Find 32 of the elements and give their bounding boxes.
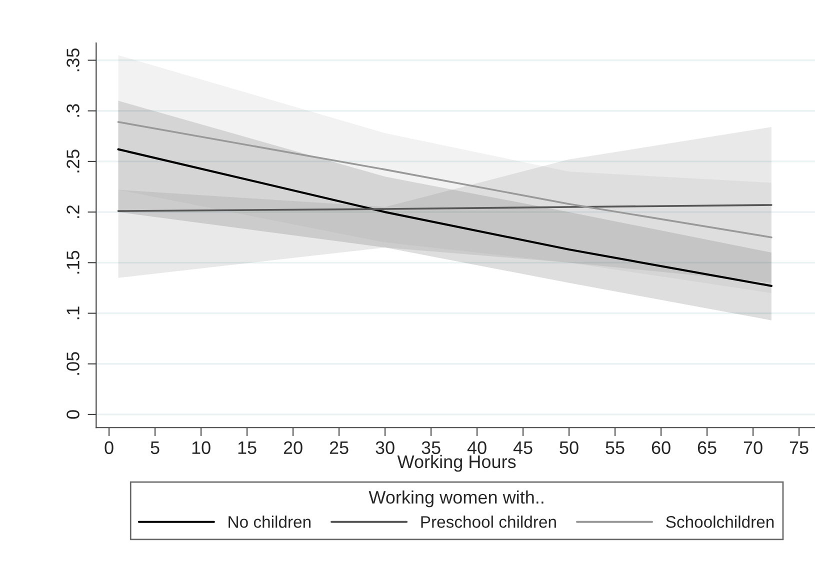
line-series [117,121,772,238]
x-tick-label: 75 [790,441,808,454]
x-tick-label: 45 [513,441,532,454]
x-tick-label: 20 [284,441,302,454]
x-tick-label: 15 [238,441,256,454]
x-tick-label: 60 [652,441,670,454]
x-tick-label: 5 [150,441,160,454]
y-tick-label: .3 [66,104,80,117]
x-tick-label: 30 [376,441,394,454]
x-tick-label: 55 [606,441,624,454]
x-axis-title: Working Hours [397,454,516,472]
y-tick-label: .25 [66,150,80,172]
legend-label: Preschool children [421,516,556,528]
x-tick-label: 50 [560,441,578,454]
x-tick-label: 10 [192,441,210,454]
y-tick-label: .2 [66,205,80,218]
y-tick-label: .15 [66,250,80,274]
x-tick-label: 25 [330,441,348,454]
legend-title: Working women with.. [368,490,544,508]
line-series [117,148,772,287]
x-tick-label: 40 [467,441,486,454]
y-tick-label: .05 [66,352,80,375]
y-tick-label: .35 [66,48,80,72]
x-tick-label: 0 [104,441,114,454]
y-tick-label: 0 [66,410,80,419]
x-tick-label: 35 [422,441,440,454]
legend-label: Schoolchildren [666,516,774,528]
legend-label: No children [228,516,310,528]
line-series [117,204,772,212]
x-tick-label: 65 [698,441,716,454]
x-tick-label: 70 [744,441,762,454]
y-tick-label: .1 [66,306,80,320]
